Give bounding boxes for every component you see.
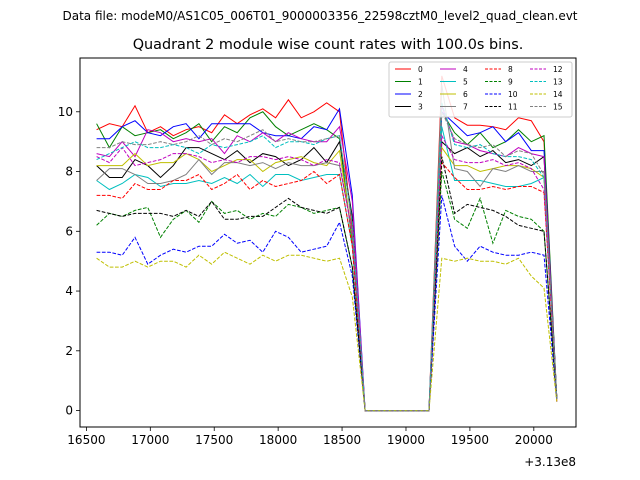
series-line-14 [96, 251, 558, 412]
y-tick-label: 6 [65, 224, 73, 238]
series-line-13 [96, 102, 558, 412]
data-file-caption: Data file: modeM0/AS1C05_006T01_90000033… [62, 9, 577, 23]
legend-label-11: 11 [508, 103, 518, 112]
series-line-2 [96, 107, 558, 412]
chart-title: Quadrant 2 module wise count rates with … [133, 37, 524, 53]
legend-label-15: 15 [553, 103, 563, 112]
legend-label-7: 7 [463, 103, 468, 112]
legend-label-9: 9 [508, 78, 513, 87]
y-tick-label: 0 [65, 404, 73, 418]
legend-label-6: 6 [463, 90, 468, 99]
x-tick-label: 19000 [387, 433, 425, 447]
x-axis: 16500 17000 17500 18000 18500 19000 19500 20000 [67, 427, 553, 447]
series-line-11 [96, 156, 558, 412]
y-tick-label: 2 [65, 344, 73, 358]
series-line-15 [96, 111, 558, 412]
x-tick-label: 20000 [515, 433, 553, 447]
legend-label-10: 10 [508, 90, 518, 99]
legend-label-8: 8 [508, 65, 513, 74]
legend-label-14: 14 [553, 90, 563, 99]
series-line-6 [96, 146, 558, 412]
x-tick-label: 17500 [195, 433, 233, 447]
series-line-9 [96, 171, 558, 412]
series-line-12 [96, 133, 558, 412]
series-line-0 [96, 75, 558, 412]
legend-label-4: 4 [463, 65, 468, 74]
series-line-8 [96, 161, 558, 412]
plot-series-group [96, 75, 558, 412]
y-tick-label: 8 [65, 165, 73, 179]
series-line-5 [96, 126, 558, 412]
legend-label-3: 3 [418, 103, 423, 112]
y-tick-label: 4 [65, 284, 73, 298]
legend-label-0: 0 [418, 65, 423, 74]
legend-box [388, 61, 573, 118]
x-tick-label: 18500 [323, 433, 361, 447]
y-tick-label: 10 [58, 105, 73, 119]
y-axis: 0 2 4 6 8 10 [58, 105, 80, 418]
legend-label-1: 1 [418, 78, 423, 87]
x-offset-label: +3.13e8 [524, 455, 576, 469]
x-tick-label: 16500 [67, 433, 105, 447]
legend-label-12: 12 [553, 65, 563, 74]
legend-label-2: 2 [418, 90, 423, 99]
legend-label-5: 5 [463, 78, 468, 87]
series-line-4 [96, 105, 558, 412]
x-tick-label: 19500 [451, 433, 489, 447]
legend-label-13: 13 [553, 78, 563, 87]
series-line-10 [96, 195, 558, 412]
x-tick-label: 17000 [131, 433, 169, 447]
axes-frame [79, 57, 577, 428]
x-tick-label: 18000 [259, 433, 297, 447]
